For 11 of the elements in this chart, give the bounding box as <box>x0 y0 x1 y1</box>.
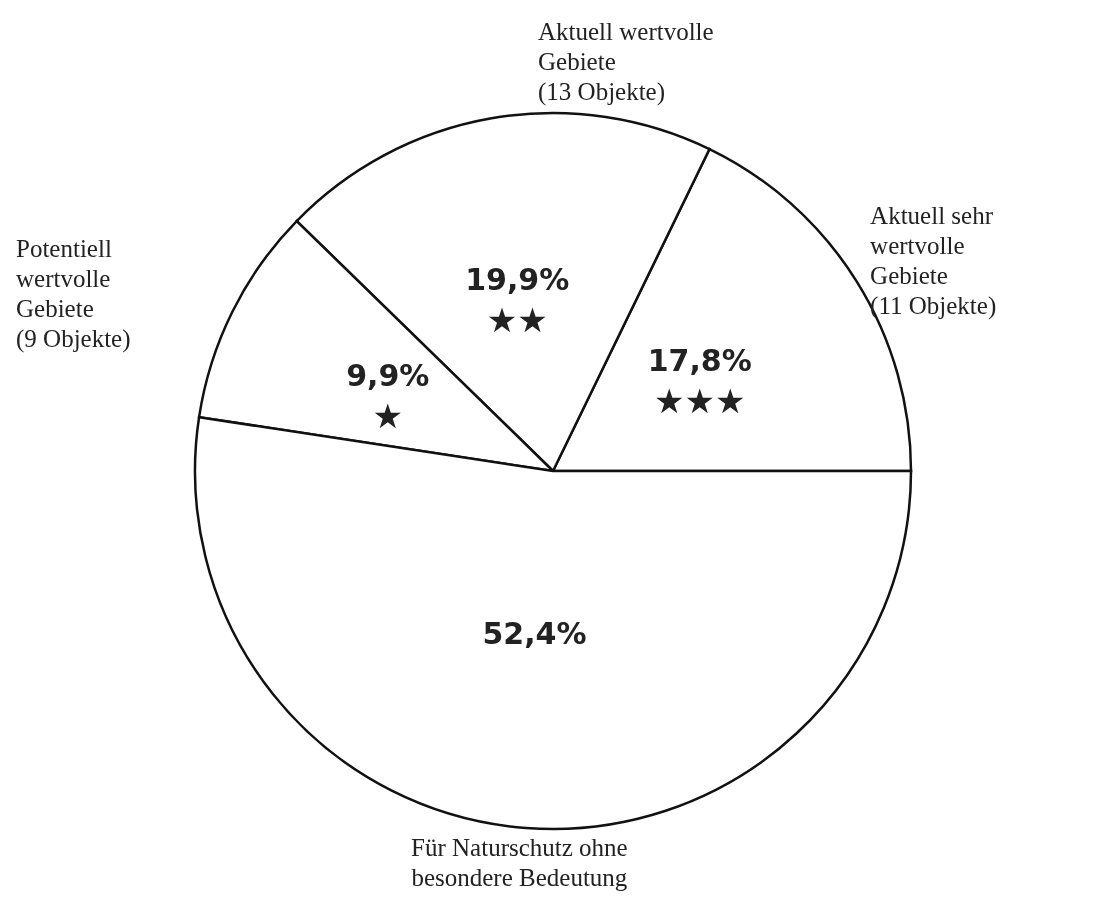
data-label: 19,9% <box>465 261 570 297</box>
slice-label: Für Naturschutz ohne besondere Bedeutung <box>411 834 628 891</box>
data-label: 52,4% <box>482 616 587 652</box>
slice-label: Aktuell sehr wertvolle Gebiete (11 Objekte) <box>870 202 997 321</box>
data-label: 17,8% <box>647 343 752 379</box>
text: ★★★ <box>654 381 746 422</box>
text: ★ <box>372 396 403 437</box>
slice-label: Aktuell wertvolle Gebiete (13 Objekte) <box>538 18 714 106</box>
text: ★★ <box>486 299 548 340</box>
slice-label: Potentiell wertvolle Gebiete (9 Objekte) <box>16 234 131 353</box>
data-label: 9,9% <box>346 358 430 394</box>
